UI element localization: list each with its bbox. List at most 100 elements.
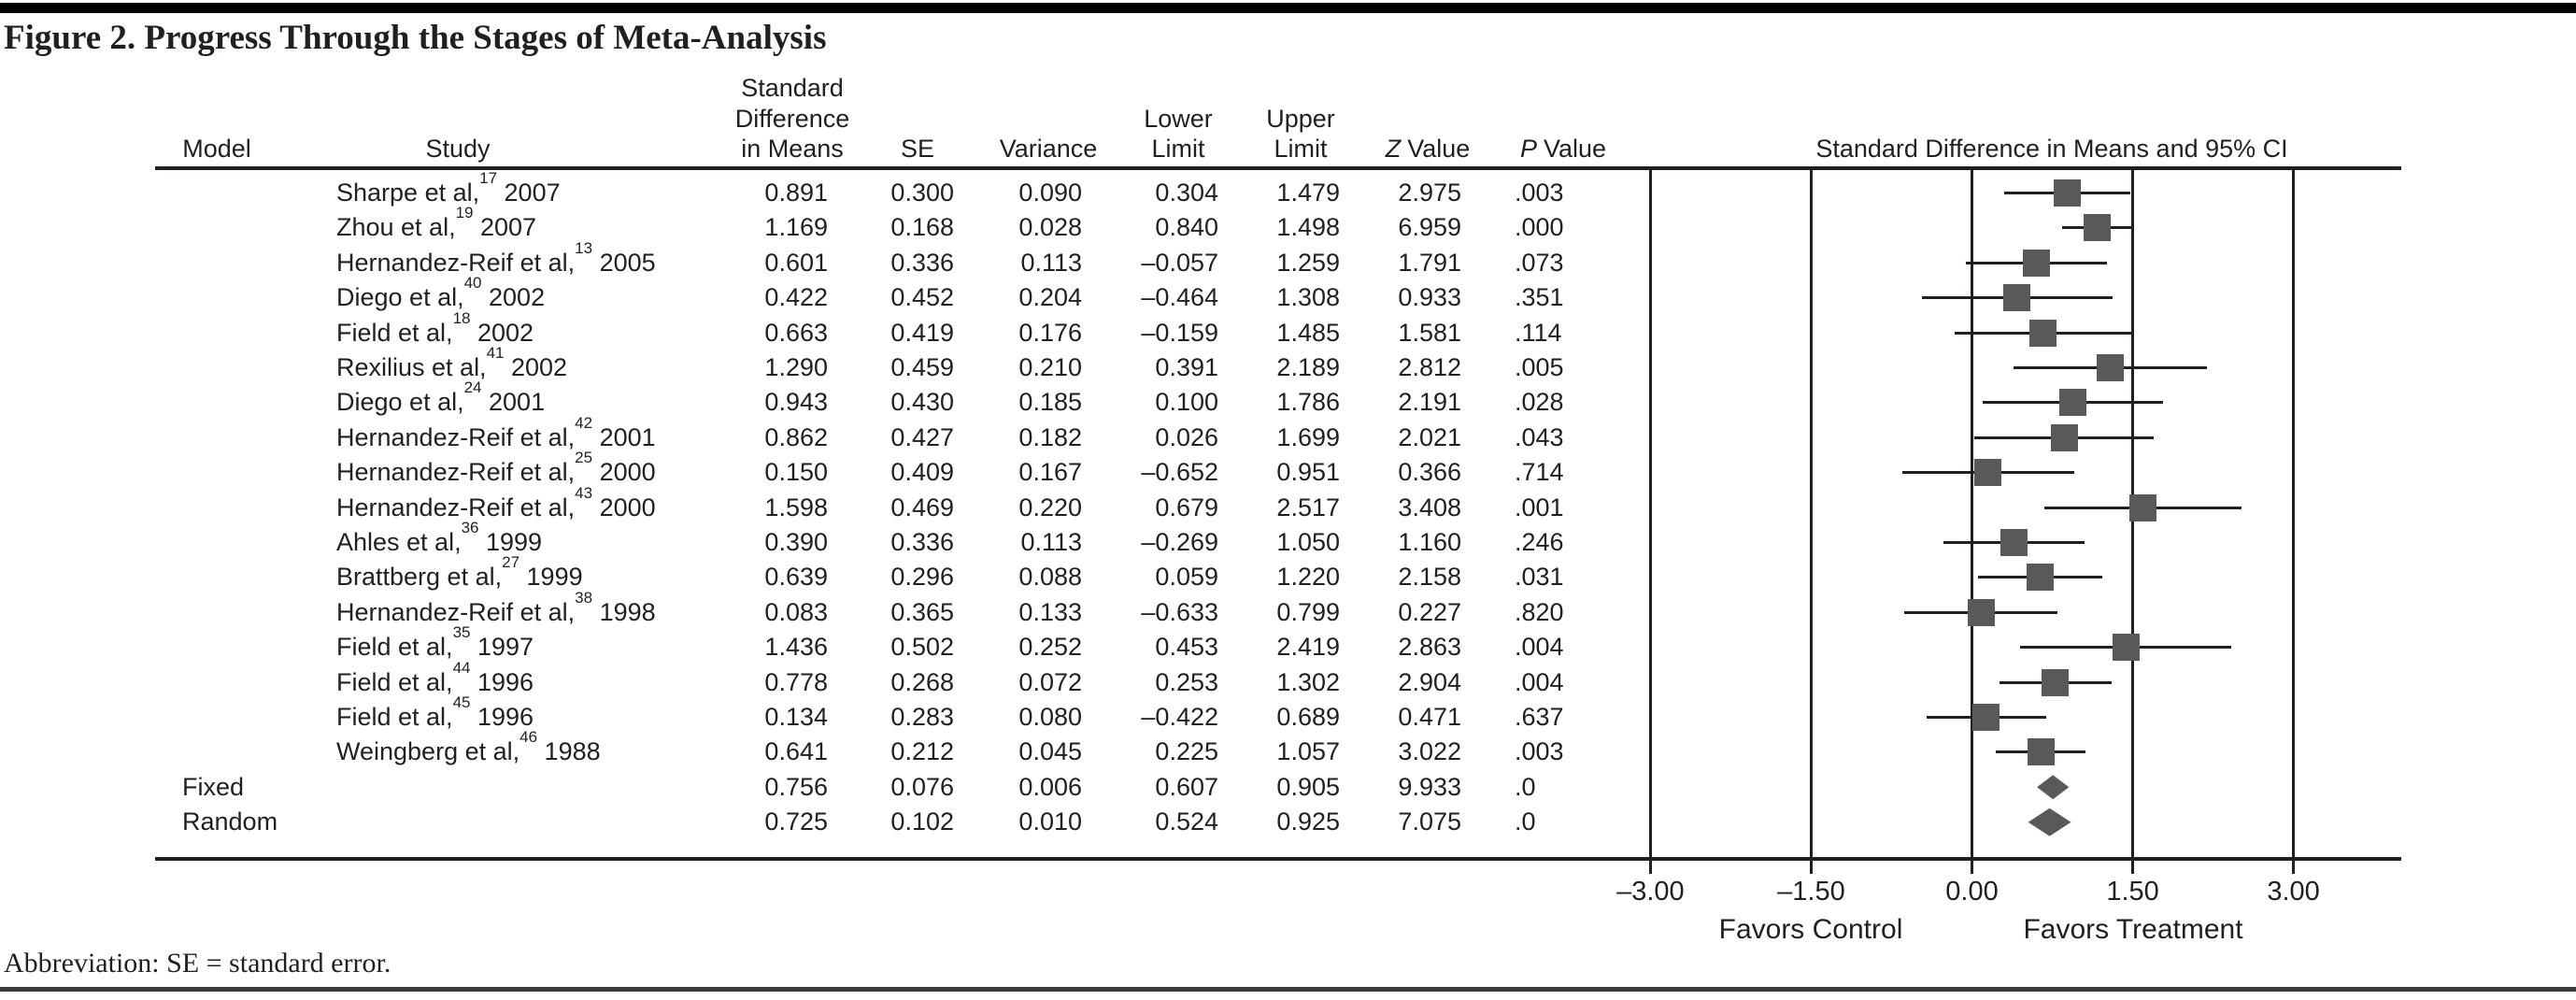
table-row-15-lower: –0.422 [1141, 703, 1218, 731]
reference-superscript: 40 [463, 274, 482, 293]
table-row-12-p: .820 [1515, 597, 1564, 626]
table-row-6-sdm: 0.943 [764, 388, 828, 417]
table-row-8-variance: 0.167 [1018, 458, 1082, 487]
table-row-17-sdm: 0.756 [764, 772, 828, 801]
reference-superscript: 13 [575, 238, 593, 257]
table-row-5-variance: 0.210 [1018, 353, 1082, 381]
table-row-0-z: 2.975 [1398, 179, 1461, 207]
table-row-2-sdm: 0.601 [764, 248, 828, 277]
table-row-15-p: .637 [1515, 703, 1564, 731]
table-row-0-se: 0.300 [890, 179, 954, 207]
table-row-6-se: 0.430 [890, 388, 954, 417]
table-row-11-variance: 0.088 [1018, 563, 1082, 592]
table-row-6-lower: 0.100 [1155, 388, 1218, 417]
table-row-11-lower: 0.059 [1155, 563, 1218, 592]
table-row-14-se: 0.268 [890, 667, 954, 696]
table-row-8-z: 0.366 [1398, 458, 1461, 487]
forest-plot-header: Standard Difference in Means and 95% CI [1815, 135, 2288, 163]
table-row-4-study: Field et al,18 2002 [336, 308, 534, 347]
p-suffix: Value [1544, 135, 1607, 163]
table-row-8-p: .714 [1515, 458, 1564, 487]
table-row-11-z: 2.158 [1398, 563, 1461, 592]
table-row-12-sdm: 0.083 [764, 597, 828, 626]
axis-tick-label-2: 0.00 [1945, 877, 1999, 907]
axis-tick-label-0: –3.00 [1616, 877, 1685, 907]
table-row-17-se: 0.076 [890, 772, 954, 801]
plot-gridline-3.00 [2292, 168, 2296, 857]
table-row-10-p: .246 [1515, 528, 1564, 556]
table-row-8-sdm: 0.150 [764, 458, 828, 487]
table-row-10-study: Ahles et al,36 1999 [336, 519, 543, 556]
col-header-p: P Value [1520, 133, 1606, 164]
reference-superscript: 19 [455, 204, 474, 222]
table-row-4-upper: 1.485 [1276, 318, 1340, 347]
effect-square-13 [2112, 634, 2140, 662]
table-row-4-variance: 0.176 [1018, 318, 1082, 347]
col-header-sdm-line3: in Means [741, 135, 844, 163]
table-row-3-variance: 0.204 [1018, 283, 1082, 312]
table-row-5-sdm: 1.290 [764, 353, 828, 381]
table-row-17-variance: 0.006 [1018, 772, 1082, 801]
axis-tick-–1.50 [1809, 857, 1813, 874]
table-row-4-lower: –0.159 [1141, 318, 1218, 347]
table-row-0-sdm: 0.891 [764, 179, 828, 207]
bottom-rule [0, 987, 2576, 992]
table-row-17-lower: 0.607 [1155, 772, 1218, 801]
table-row-7-p: .043 [1515, 422, 1564, 451]
table-row-3-upper: 1.308 [1276, 283, 1340, 312]
table-row-1-upper: 1.498 [1276, 213, 1340, 242]
table-row-5-z: 2.812 [1398, 353, 1461, 381]
table-row-2-z: 1.791 [1398, 248, 1461, 277]
effect-square-0 [2054, 179, 2082, 207]
plot-gridline-0.00 [1971, 168, 1973, 857]
effect-square-4 [2029, 319, 2057, 347]
table-row-9-se: 0.469 [890, 493, 954, 521]
favors-treatment-label: Favors Treatment [2023, 914, 2243, 945]
table-row-10-se: 0.336 [890, 528, 954, 556]
table-row-5-se: 0.459 [890, 353, 954, 381]
table-row-5-lower: 0.391 [1155, 353, 1218, 381]
table-row-12-z: 0.227 [1398, 597, 1461, 626]
table-row-9-upper: 2.517 [1276, 493, 1340, 521]
col-header-model: Model [182, 135, 251, 163]
table-row-15-se: 0.283 [890, 703, 954, 731]
table-row-10-upper: 1.050 [1276, 528, 1340, 556]
col-header-lower-line1: Lower [1144, 105, 1213, 133]
table-row-5-upper: 2.189 [1276, 353, 1340, 381]
table-row-3-study: Diego et al,40 2002 [336, 274, 546, 312]
axis-tick-label-1: –1.50 [1777, 877, 1845, 907]
reference-superscript: 17 [479, 169, 498, 187]
effect-square-5 [2096, 354, 2124, 381]
table-row-18-p: .0 [1515, 807, 1536, 836]
effect-square-6 [2059, 389, 2087, 417]
effect-square-15 [1972, 704, 2000, 731]
table-row-17-upper: 0.905 [1276, 772, 1340, 801]
z-suffix: Value [1407, 135, 1471, 163]
table-row-14-variance: 0.072 [1018, 667, 1082, 696]
table-row-16-se: 0.212 [890, 737, 954, 766]
table-row-11-upper: 1.220 [1276, 563, 1340, 592]
table-row-6-p: .028 [1515, 388, 1564, 417]
plot-gridline-–3.00 [1648, 168, 1652, 857]
figure-title: Figure 2. Progress Through the Stages of… [4, 19, 827, 57]
table-row-1-sdm: 1.169 [764, 213, 828, 242]
table-row-15-variance: 0.080 [1018, 703, 1082, 731]
table-row-17-z: 9.933 [1398, 772, 1461, 801]
table-row-13-lower: 0.453 [1155, 633, 1218, 662]
table-row-11-p: .031 [1515, 563, 1564, 592]
z-italic: Z [1385, 135, 1402, 163]
table-row-14-p: .004 [1515, 667, 1564, 696]
table-row-5-study: Rexilius et al,41 2002 [336, 344, 568, 381]
table-row-16-study: Weingberg et al,46 1988 [336, 728, 601, 766]
table-row-1-variance: 0.028 [1018, 213, 1082, 242]
table-row-13-sdm: 1.436 [764, 633, 828, 662]
effect-square-11 [2027, 564, 2055, 592]
table-row-0-variance: 0.090 [1018, 179, 1082, 207]
table-row-6-z: 2.191 [1398, 388, 1461, 417]
effect-square-14 [2042, 668, 2070, 696]
table-row-10-variance: 0.113 [1020, 528, 1082, 556]
table-row-9-sdm: 1.598 [764, 493, 828, 521]
axis-tick-0.00 [1971, 857, 1973, 874]
table-row-9-z: 3.408 [1398, 493, 1461, 521]
table-row-12-variance: 0.133 [1018, 597, 1082, 626]
